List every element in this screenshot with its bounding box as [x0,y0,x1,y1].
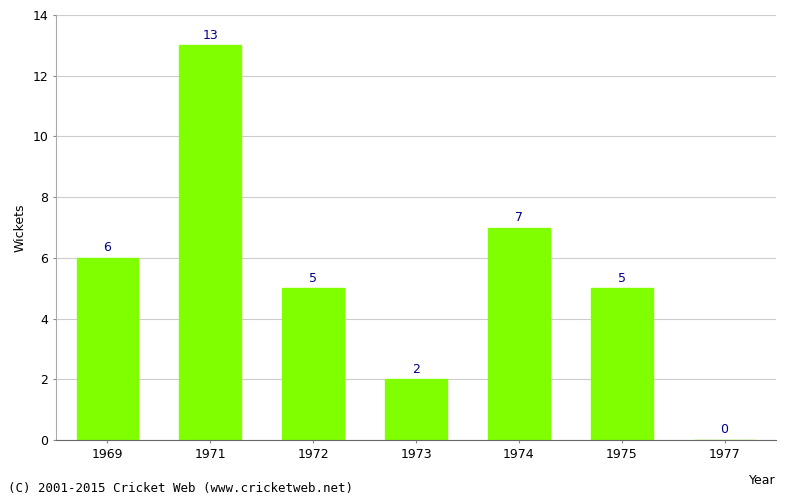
Y-axis label: Wickets: Wickets [14,203,27,252]
Bar [591,288,653,440]
Text: Year: Year [750,474,776,487]
Text: 2: 2 [412,362,420,376]
Text: 5: 5 [309,272,317,284]
Text: 13: 13 [202,28,218,42]
Text: (C) 2001-2015 Cricket Web (www.cricketweb.net): (C) 2001-2015 Cricket Web (www.cricketwe… [8,482,353,495]
Text: 5: 5 [618,272,626,284]
Bar [488,228,550,440]
Text: 0: 0 [721,424,729,436]
Bar [282,288,344,440]
Bar [77,258,138,440]
Text: 7: 7 [515,211,523,224]
Text: 6: 6 [103,241,111,254]
Bar [385,380,447,440]
Bar [179,46,241,440]
